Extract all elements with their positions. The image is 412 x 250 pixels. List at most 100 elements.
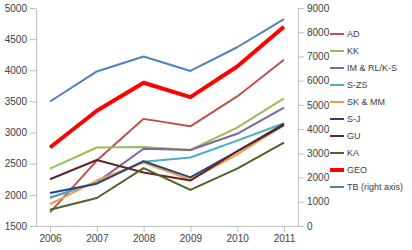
legend-item: AD (330, 29, 360, 39)
y-axis: 15002000250030003500400045005000 (5, 3, 37, 232)
tick: 2011 (274, 226, 296, 244)
tick: 2007 (86, 226, 109, 244)
legend-label: SK & MM (347, 97, 385, 107)
tick: 3500 (5, 96, 36, 107)
legend-label: TB (right axis) (347, 182, 403, 192)
tick: 5000 (298, 100, 330, 111)
legend-swatch (330, 152, 344, 154)
tick-mark (97, 226, 98, 232)
series-line (50, 27, 284, 148)
axis-line (298, 9, 299, 227)
tick: 8000 (298, 27, 330, 38)
tick-mark (30, 195, 36, 196)
tick-mark (298, 202, 304, 203)
tick-label: 2006 (39, 233, 62, 244)
legend-label: S-ZS (347, 80, 368, 90)
plot-area: 1500200025003000350040004500500001000200… (5, 3, 330, 244)
legend-label: AD (347, 29, 360, 39)
legend-label: GU (347, 131, 361, 141)
legend-item: SK & MM (330, 97, 385, 107)
legend-label: KK (347, 46, 359, 56)
series-line (50, 125, 284, 193)
tick-mark (237, 226, 238, 232)
tick: 9000 (298, 3, 330, 14)
tick: 2006 (39, 226, 62, 244)
tick-mark (30, 70, 36, 71)
axis-line (36, 9, 37, 227)
tick: 2000 (5, 190, 36, 201)
tick-mark (298, 32, 304, 33)
tick-mark (190, 226, 191, 232)
series-line (50, 19, 284, 101)
tick: 4000 (298, 124, 330, 135)
legend-swatch (330, 186, 344, 188)
tick-mark (30, 164, 36, 165)
tick-mark (298, 153, 304, 154)
tick-label: 0 (307, 221, 313, 232)
legend-swatch (330, 33, 344, 35)
legend-label: S-J (347, 114, 361, 124)
tick-label: 2010 (227, 233, 250, 244)
legend-swatch (330, 84, 344, 86)
legend-label: GEO (347, 165, 367, 175)
tick: 1000 (298, 196, 330, 207)
tick: 4000 (5, 65, 36, 76)
tick: 1500 (5, 221, 36, 232)
tick-mark (298, 56, 304, 57)
tick: 7000 (298, 51, 330, 62)
tick: 2000 (298, 172, 330, 183)
tick: 0 (298, 221, 313, 232)
legend-item: S-ZS (330, 80, 368, 90)
legend-swatch (330, 135, 344, 137)
tick-mark (284, 226, 285, 232)
axis-line (37, 226, 299, 227)
tick: 3000 (298, 148, 330, 159)
tick-mark (298, 105, 304, 106)
legend-item: GU (330, 131, 361, 141)
tick-label: 8000 (307, 27, 330, 38)
series-line (50, 123, 284, 198)
legend-label: KA (347, 148, 359, 158)
tick: 2008 (133, 226, 156, 244)
tick-label: 2009 (180, 233, 203, 244)
tick-mark (298, 178, 304, 179)
tick-label: 9000 (307, 3, 330, 14)
chart: 1500200025003000350040004500500001000200… (0, 0, 412, 250)
series-group (50, 19, 284, 212)
legend-item: GEO (330, 165, 367, 175)
y2-axis: 0100020003000400050006000700080009000 (298, 3, 330, 232)
tick-mark (298, 81, 304, 82)
tick-label: 1000 (307, 196, 330, 207)
tick-label: 4000 (307, 124, 330, 135)
legend-swatch (330, 50, 344, 52)
tick-mark (144, 226, 145, 232)
tick-label: 5000 (5, 3, 28, 14)
legend-item: IM & RL/K-S (330, 63, 397, 73)
legend-item: S-J (330, 114, 361, 124)
tick-mark (30, 101, 36, 102)
tick-label: 3000 (5, 127, 28, 138)
tick-label: 3000 (307, 148, 330, 159)
tick-label: 7000 (307, 51, 330, 62)
tick-label: 4500 (5, 34, 28, 45)
tick-label: 2008 (133, 233, 156, 244)
tick-mark (30, 226, 36, 227)
x-axis: 2006 2007 2008 2009 2010 2011 (37, 226, 299, 244)
legend-item: KA (330, 148, 359, 158)
legend-swatch (330, 168, 344, 172)
tick-mark (298, 226, 304, 227)
legend: AD KK IM & RL/K-S S-ZS SK & MM S-J GU KA GEO TB (… (330, 29, 403, 192)
tick-label: 2000 (5, 190, 28, 201)
series-line (50, 98, 284, 168)
legend-item: KK (330, 46, 359, 56)
tick: 3000 (5, 127, 36, 138)
tick-label: 5000 (307, 100, 330, 111)
tick-mark (298, 129, 304, 130)
tick-label: 3500 (5, 96, 28, 107)
legend-swatch (330, 67, 344, 69)
tick-label: 2007 (86, 233, 109, 244)
tick-label: 4000 (5, 65, 28, 76)
tick-label: 1500 (5, 221, 28, 232)
series-line (50, 143, 284, 210)
series-line (50, 124, 284, 181)
